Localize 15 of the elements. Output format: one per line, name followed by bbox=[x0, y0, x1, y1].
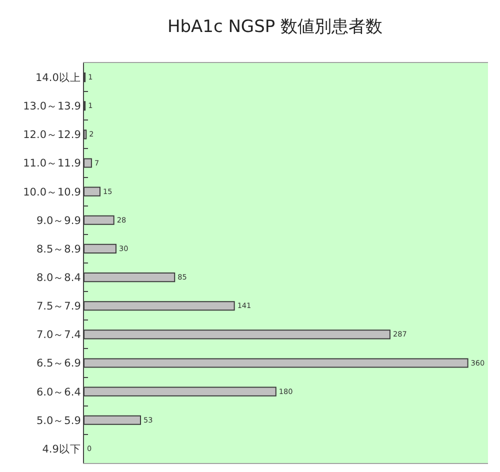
y-tick-label: 6.0～6.4 bbox=[36, 386, 82, 398]
y-tick-label: 14.0以上 bbox=[36, 70, 81, 84]
y-tick-label: 9.0～9.9 bbox=[36, 214, 81, 227]
chart-title: HbA1c NGSP 数値別患者数 bbox=[167, 16, 383, 37]
y-tick-label: 7.0～7.4 bbox=[36, 329, 82, 342]
y-tick-label: 8.5～8.9 bbox=[36, 243, 81, 256]
y-tick-label: 13.0～13.9 bbox=[23, 100, 81, 113]
y-tick-label: 6.5～6.9 bbox=[36, 358, 81, 370]
y-tick-label: 5.0～5.9 bbox=[36, 414, 81, 427]
y-tick-label: 10.0～10.9 bbox=[23, 186, 81, 198]
y-tick-label: 7.5～7.9 bbox=[36, 300, 81, 313]
y-tick-label: 8.0～8.4 bbox=[36, 272, 82, 284]
y-tick-label: 12.0～12.9 bbox=[23, 129, 81, 142]
y-tick-label: 4.9以下 bbox=[42, 442, 81, 456]
y-tick-label: 11.0～11.9 bbox=[23, 158, 81, 170]
